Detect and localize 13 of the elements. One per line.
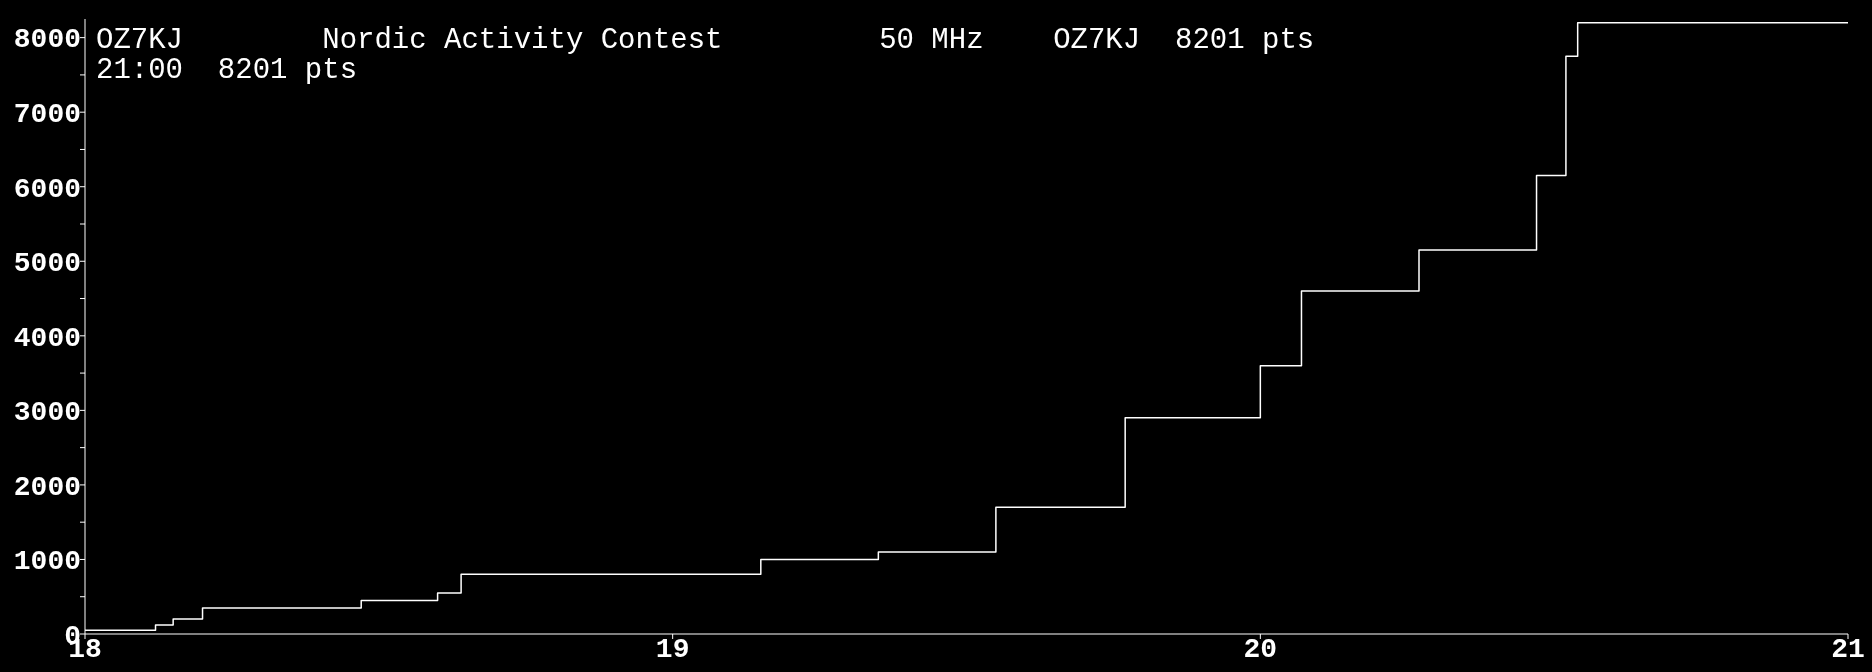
y-tick-label: 1000 (13, 546, 81, 578)
y-tick-label: 3000 (13, 397, 81, 429)
y-tick-label: 8000 (13, 24, 81, 56)
x-tick-label: 20 (1243, 634, 1278, 665)
y-tick-label: 4000 (13, 322, 81, 354)
y-tick-label: 5000 (13, 248, 81, 280)
chart-title: OZ7KJ Nordic Activity Contest 50 MHz OZ7KJ 8201 pts (96, 24, 1315, 57)
text: 21:00 8201 pts (96, 54, 358, 87)
y-tick-label: 6000 (13, 173, 81, 205)
y-tick-label: 7000 (13, 98, 81, 130)
x-tick-label: 19 (655, 634, 690, 665)
y-tick-label: 2000 (13, 471, 81, 503)
x-tick-label: 21 (1831, 634, 1865, 665)
